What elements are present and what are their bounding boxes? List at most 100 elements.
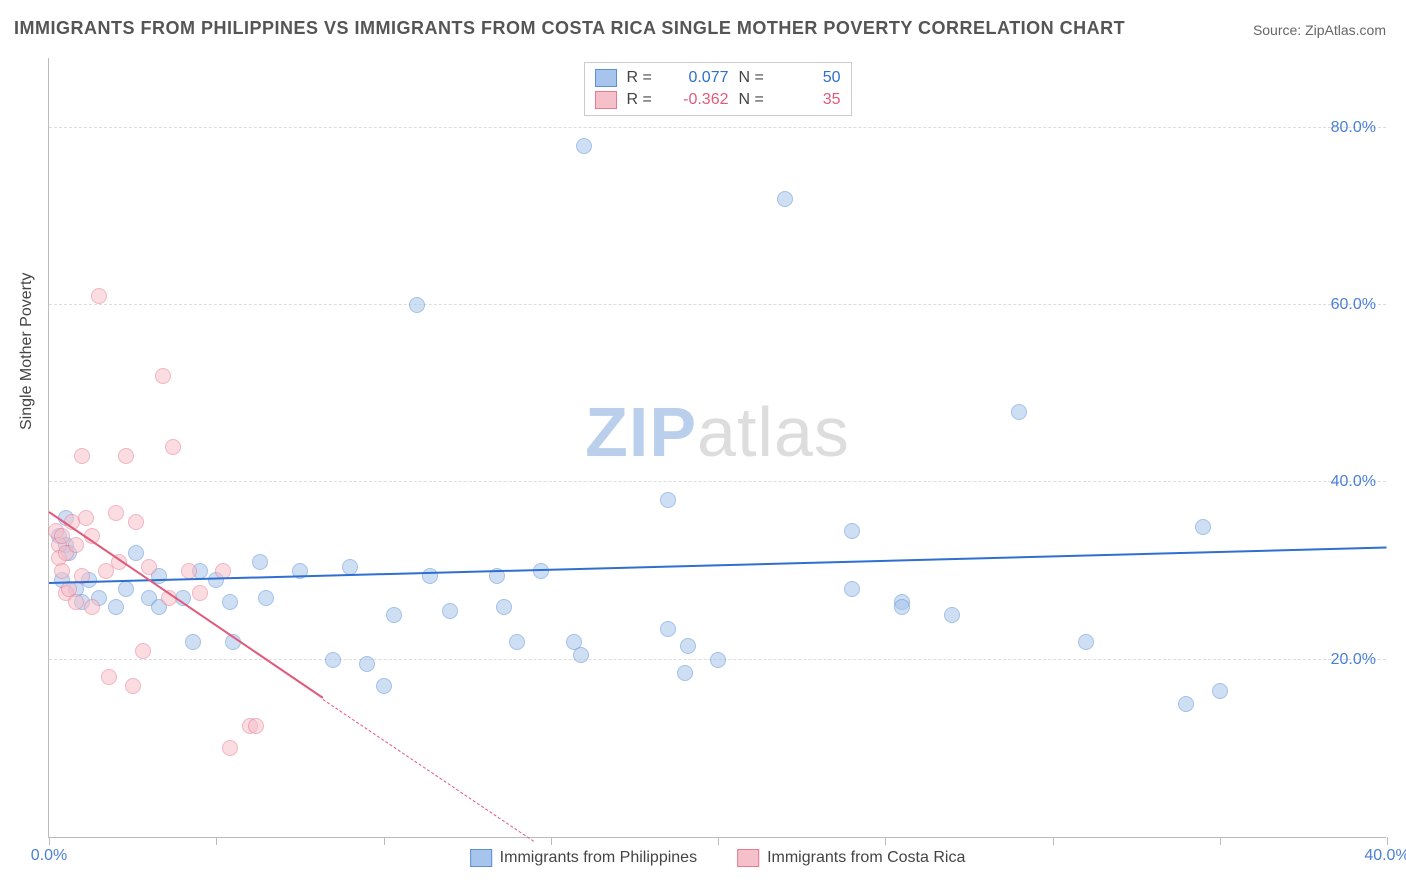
data-point-philippines	[409, 297, 425, 313]
data-point-philippines	[118, 581, 134, 597]
data-point-costarica	[248, 718, 264, 734]
data-point-costarica	[68, 537, 84, 553]
ytick-label: 40.0%	[1331, 473, 1376, 491]
trend-line	[323, 699, 534, 842]
data-point-costarica	[108, 505, 124, 521]
data-point-philippines	[108, 599, 124, 615]
data-point-philippines	[844, 581, 860, 597]
data-point-philippines	[576, 138, 592, 154]
data-point-philippines	[442, 603, 458, 619]
xtick	[1387, 837, 1388, 845]
data-point-costarica	[181, 563, 197, 579]
data-point-philippines	[359, 656, 375, 672]
data-point-costarica	[222, 740, 238, 756]
data-point-philippines	[422, 568, 438, 584]
swatch-philippines	[470, 849, 492, 867]
data-point-costarica	[141, 559, 157, 575]
data-point-philippines	[509, 634, 525, 650]
xtick-label: 0.0%	[31, 847, 67, 865]
swatch-costarica	[595, 91, 617, 109]
data-point-costarica	[78, 510, 94, 526]
data-point-philippines	[1011, 404, 1027, 420]
data-point-costarica	[101, 669, 117, 685]
xtick	[1220, 837, 1221, 845]
data-point-philippines	[1178, 696, 1194, 712]
xtick	[1053, 837, 1054, 845]
data-point-philippines	[944, 607, 960, 623]
data-point-philippines	[1195, 519, 1211, 535]
data-point-philippines	[660, 621, 676, 637]
data-point-philippines	[710, 652, 726, 668]
data-point-philippines	[252, 554, 268, 570]
data-point-costarica	[192, 585, 208, 601]
data-point-philippines	[1212, 683, 1228, 699]
data-point-philippines	[342, 559, 358, 575]
n-value-philippines: 50	[781, 67, 841, 89]
n-label: N =	[739, 89, 771, 111]
legend-label-costarica: Immigrants from Costa Rica	[767, 849, 965, 867]
data-point-philippines	[680, 638, 696, 654]
y-axis-label: Single Mother Poverty	[18, 273, 36, 430]
data-point-philippines	[844, 523, 860, 539]
watermark-atlas: atlas	[697, 393, 850, 471]
data-point-costarica	[54, 563, 70, 579]
source-attribution: Source: ZipAtlas.com	[1253, 22, 1386, 38]
gridline-h	[49, 127, 1386, 128]
data-point-philippines	[660, 492, 676, 508]
data-point-costarica	[68, 594, 84, 610]
legend-stats: R = 0.077 N = 50 R = -0.362 N = 35	[584, 62, 852, 116]
xtick	[384, 837, 385, 845]
data-point-costarica	[91, 288, 107, 304]
gridline-h	[49, 304, 1386, 305]
data-point-philippines	[573, 647, 589, 663]
legend-label-philippines: Immigrants from Philippines	[500, 849, 697, 867]
xtick-label: 40.0%	[1364, 847, 1406, 865]
gridline-h	[49, 481, 1386, 482]
xtick	[216, 837, 217, 845]
r-label: R =	[627, 67, 659, 89]
source-label: Source:	[1253, 22, 1301, 38]
data-point-costarica	[125, 678, 141, 694]
n-label: N =	[739, 67, 771, 89]
ytick-label: 80.0%	[1331, 119, 1376, 137]
data-point-philippines	[677, 665, 693, 681]
data-point-philippines	[386, 607, 402, 623]
data-point-philippines	[777, 191, 793, 207]
data-point-philippines	[376, 678, 392, 694]
data-point-philippines	[222, 594, 238, 610]
xtick	[49, 837, 50, 845]
data-point-costarica	[84, 599, 100, 615]
r-value-costarica: -0.362	[669, 89, 729, 111]
data-point-costarica	[118, 448, 134, 464]
ytick-label: 20.0%	[1331, 651, 1376, 669]
legend-item-costarica: Immigrants from Costa Rica	[737, 849, 965, 867]
r-label: R =	[627, 89, 659, 111]
legend-stats-row-philippines: R = 0.077 N = 50	[595, 67, 841, 89]
data-point-philippines	[128, 545, 144, 561]
source-link[interactable]: ZipAtlas.com	[1305, 22, 1386, 38]
watermark-zip: ZIP	[585, 393, 697, 471]
data-point-costarica	[165, 439, 181, 455]
ytick-label: 60.0%	[1331, 296, 1376, 314]
data-point-costarica	[155, 368, 171, 384]
legend-item-philippines: Immigrants from Philippines	[470, 849, 697, 867]
legend-stats-row-costarica: R = -0.362 N = 35	[595, 89, 841, 111]
data-point-costarica	[74, 448, 90, 464]
chart-title: IMMIGRANTS FROM PHILIPPINES VS IMMIGRANT…	[14, 18, 1125, 39]
swatch-philippines	[595, 69, 617, 87]
data-point-costarica	[135, 643, 151, 659]
data-point-philippines	[496, 599, 512, 615]
data-point-philippines	[1078, 634, 1094, 650]
xtick	[885, 837, 886, 845]
data-point-philippines	[325, 652, 341, 668]
data-point-costarica	[128, 514, 144, 530]
scatter-chart: ZIPatlas R = 0.077 N = 50 R = -0.362 N =…	[48, 58, 1386, 838]
trend-line	[49, 547, 1387, 584]
watermark: ZIPatlas	[585, 392, 850, 472]
data-point-philippines	[185, 634, 201, 650]
swatch-costarica	[737, 849, 759, 867]
xtick	[718, 837, 719, 845]
n-value-costarica: 35	[781, 89, 841, 111]
data-point-philippines	[894, 599, 910, 615]
r-value-philippines: 0.077	[669, 67, 729, 89]
